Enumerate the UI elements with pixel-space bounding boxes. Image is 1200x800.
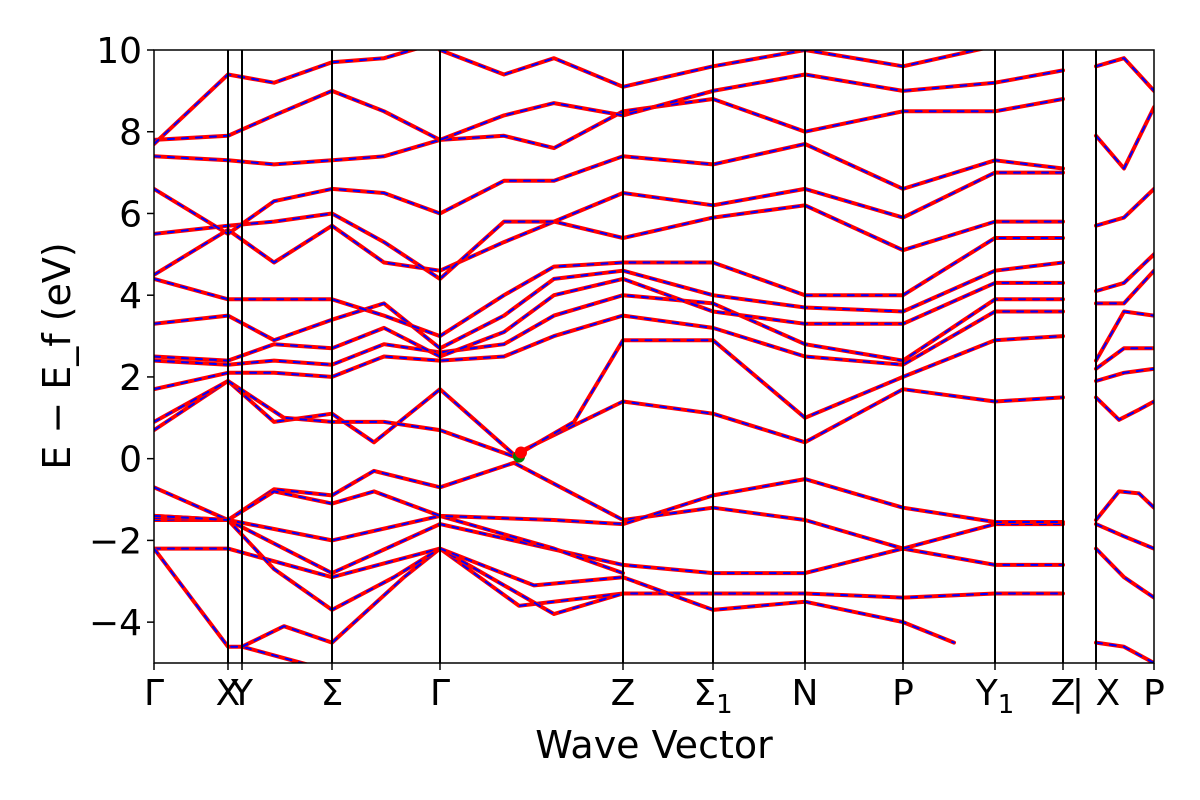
x-tick-label: Z [611,673,636,714]
band-31-red [1094,56,1154,93]
band-19-blue-dashed [154,98,1064,166]
x-tick-label: N [792,673,819,714]
markers-layer [513,446,527,463]
y-tick-label: 0 [119,440,142,481]
plot-frame [153,49,1155,664]
bands-layer [154,50,1154,663]
band-35-blue-dashed [1095,641,1154,663]
x-tick-label: | X [1072,673,1120,714]
band-12-blue-dashed [154,294,1064,366]
band-14-blue-dashed [154,261,1064,350]
x-tick-label: Σ [321,673,344,714]
band-28-blue-dashed [1095,253,1154,293]
band-33-blue-dashed [1095,523,1154,550]
band-21-red [154,50,420,146]
band-24-red [1094,366,1154,383]
band-18-blue-dashed [154,143,1064,235]
band-22-blue-dashed [439,50,982,88]
y-tick-label: 4 [119,276,142,317]
band-27-blue-dashed [1095,269,1154,305]
band-11-blue-dashed [154,310,1064,391]
band-17-blue-dashed [154,171,1064,280]
band-3-red [240,546,625,649]
x-axis-title: Wave Vector [535,723,773,767]
x-tick-label: Y1 [975,673,1015,720]
band-22-red [438,50,986,89]
kpoint-lines [227,50,1097,663]
band-4-red [154,513,956,645]
band-10-red [154,334,1065,459]
band-28-red [1094,252,1154,294]
y-axis-ticks: −4 −2 0 2 4 6 8 10 [89,31,154,644]
band-8-red [154,477,1065,527]
band-30-blue-dashed [1095,106,1154,170]
y-tick-label: −2 [89,521,142,562]
x-tick-label: Γ [430,673,450,714]
crossing-point-marker [515,446,527,459]
y-tick-label: 2 [119,358,142,399]
band-23-red [1094,346,1154,371]
band-15-blue-dashed [154,237,1064,338]
band-25-blue-dashed [1095,396,1154,421]
band-3-blue-dashed [241,547,624,648]
x-tick-label: Z [1051,673,1076,714]
x-tick-label: X [216,673,241,714]
band-11-red [154,309,1065,392]
band-32-blue-dashed [1095,490,1154,521]
band-24-blue-dashed [1095,367,1154,382]
y-tick-label: 8 [119,113,142,154]
band-30-red [1094,105,1154,171]
band-31-blue-dashed [1095,57,1154,92]
band-29-blue-dashed [1095,187,1154,227]
band-7-red [154,460,1065,551]
band-4-blue-dashed [154,514,955,644]
x-tick-label: Γ [144,673,164,714]
band-8-blue-dashed [154,478,1064,526]
y-axis-title: E − E_f (eV) [35,242,79,470]
band-34-red [1094,546,1154,600]
band-7-blue-dashed [154,461,1064,550]
band-16-blue-dashed [154,204,1064,276]
y-tick-label: −4 [89,603,142,644]
y-tick-label: 6 [119,194,142,235]
band-6-red [154,513,625,576]
band-34-blue-dashed [1095,547,1154,599]
x-tick-label: Y [230,673,254,714]
band-29-red [1094,186,1154,228]
band-6-blue-dashed [154,514,624,575]
band-25-red [1094,395,1154,422]
band-32-red [1094,489,1154,522]
band-20-red [154,68,1065,142]
band-10-blue-dashed [154,335,1064,458]
band-13-blue-dashed [154,277,1064,362]
band-23-blue-dashed [1095,347,1154,370]
band-26-blue-dashed [1095,310,1154,362]
x-tick-label: Σ1 [693,673,732,720]
y-tick-label: 10 [96,31,142,72]
band-26-red [1094,309,1154,363]
x-tick-label: P [892,673,914,714]
band-5-blue-dashed [154,519,1064,575]
band-2-blue-dashed [154,547,306,663]
band-21-blue-dashed [154,50,416,145]
band-35-red [1094,640,1154,663]
x-tick-label: P [1143,673,1165,714]
band-12-red [154,293,1065,367]
